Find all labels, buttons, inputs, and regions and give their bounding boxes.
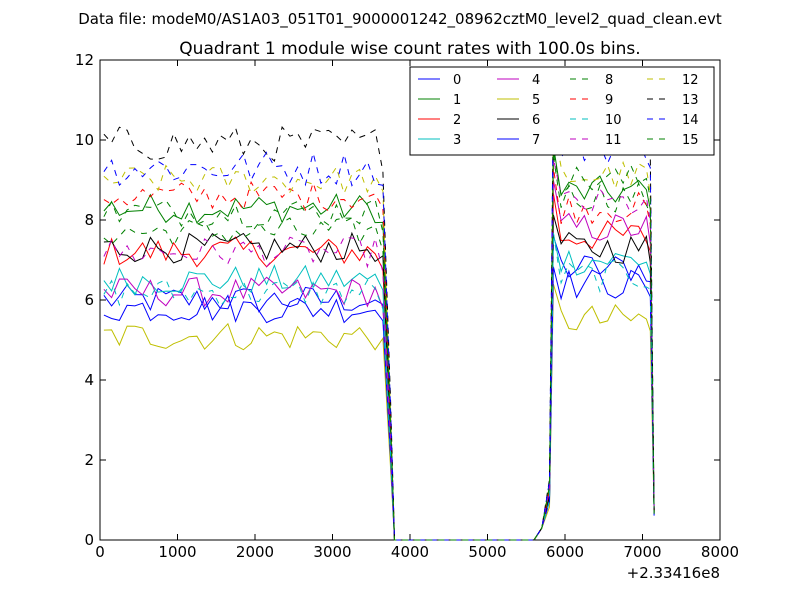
series-line-5 — [103, 283, 655, 541]
x-tick-label: 5000 — [468, 543, 506, 561]
legend-label-5: 5 — [532, 93, 540, 108]
chart-title: Quadrant 1 module wise count rates with … — [179, 39, 640, 59]
x-tick-label: 0 — [95, 543, 105, 561]
axis-ticks: 0 1000 2000 3000 4000 5000 6000 7000 80000246810… — [75, 51, 739, 561]
x-tick-label: 8000 — [701, 543, 739, 561]
legend-label-9: 9 — [605, 93, 613, 108]
x-tick-label: 4000 — [391, 543, 429, 561]
legend-label-6: 6 — [532, 113, 540, 128]
series-line-10 — [103, 232, 655, 541]
legend-label-11: 11 — [605, 133, 622, 148]
x-tick-label: 7000 — [623, 543, 661, 561]
y-tick-label: 0 — [84, 531, 94, 549]
x-tick-label: 1000 — [158, 543, 196, 561]
x-tick-label: 2000 — [236, 543, 274, 561]
y-tick-label: 4 — [84, 371, 94, 389]
legend-frame — [409, 66, 715, 156]
legend-label-13: 13 — [682, 93, 699, 108]
legend-label-7: 7 — [532, 133, 540, 148]
series-line-11 — [103, 158, 655, 541]
legend-label-4: 4 — [532, 73, 540, 88]
legend-label-8: 8 — [605, 73, 613, 88]
x-tick-label: 3000 — [313, 543, 351, 561]
legend-label-12: 12 — [682, 73, 699, 88]
y-tick-label: 8 — [84, 211, 94, 229]
series-line-15 — [103, 150, 655, 541]
y-tick-label: 6 — [84, 291, 94, 309]
legend-label-3: 3 — [453, 133, 461, 148]
legend-label-14: 14 — [682, 113, 699, 128]
x-offset-label: +2.33416e8 — [627, 564, 720, 582]
series-line-9 — [103, 167, 655, 541]
legend-label-10: 10 — [605, 113, 622, 128]
legend-label-15: 15 — [682, 133, 699, 148]
series-line-12 — [103, 123, 655, 541]
series-line-6 — [103, 214, 655, 541]
y-tick-label: 12 — [75, 51, 94, 69]
y-tick-label: 10 — [75, 131, 94, 149]
series-line-3 — [103, 233, 655, 541]
y-tick-label: 2 — [84, 451, 94, 469]
figure-suptitle: Data file: modeM0/AS1A03_051T01_90000012… — [78, 10, 722, 29]
series-layer — [103, 91, 655, 541]
legend-label-2: 2 — [453, 113, 461, 128]
series-line-7 — [103, 266, 655, 541]
legend-label-1: 1 — [453, 93, 461, 108]
legend-label-0: 0 — [453, 73, 461, 88]
x-tick-label: 6000 — [546, 543, 584, 561]
